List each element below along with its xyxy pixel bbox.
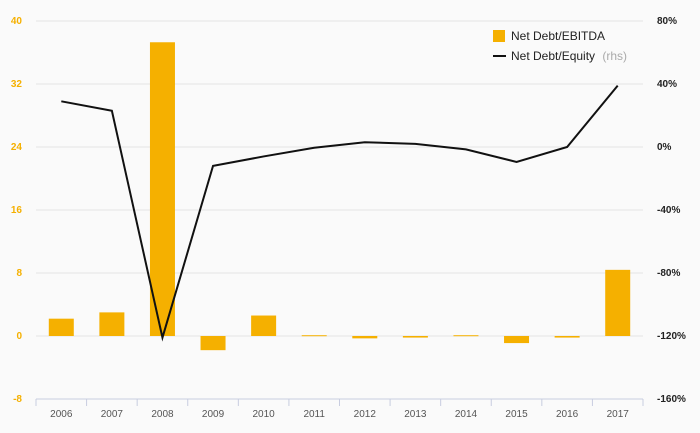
x-tick-label: 2008 bbox=[151, 409, 174, 420]
y-left-tick-label: -8 bbox=[13, 394, 22, 405]
x-tick-label: 2009 bbox=[202, 409, 225, 420]
bar bbox=[352, 336, 378, 339]
y-left-tick-label: 32 bbox=[11, 79, 23, 90]
bar bbox=[554, 336, 580, 338]
y-right-tick-label: 80% bbox=[657, 16, 677, 27]
axes: 40 32 24 16 8 0 -8 80% 40% 0% -40% -80% -120% -160% 20… bbox=[11, 16, 686, 420]
y-right-tick-label: 0% bbox=[657, 142, 672, 153]
y-left-tick-label: 8 bbox=[16, 268, 22, 279]
y-left-tick-label: 16 bbox=[11, 205, 23, 216]
legend-label-line-name: Net Debt/Equity bbox=[511, 49, 595, 63]
legend-label-bar: Net Debt/EBITDA bbox=[511, 29, 605, 43]
bar bbox=[99, 312, 125, 336]
bar bbox=[251, 315, 277, 336]
legend-label-line: Net Debt/Equity (rhs) bbox=[511, 49, 627, 63]
y-right-tick-label: -120% bbox=[657, 331, 686, 342]
x-tick-label: 2007 bbox=[101, 409, 124, 420]
bar bbox=[48, 318, 74, 336]
x-tick-label: 2015 bbox=[505, 409, 528, 420]
x-tick-label: 2011 bbox=[303, 409, 325, 420]
bar bbox=[402, 336, 428, 338]
legend-swatch-bar bbox=[493, 30, 505, 42]
x-tick-label: 2006 bbox=[50, 409, 73, 420]
x-tick-label: 2012 bbox=[354, 409, 377, 420]
x-tick-label: 2014 bbox=[455, 409, 478, 420]
legend-label-line-suffix: (rhs) bbox=[602, 49, 627, 63]
y-right-tick-label: -160% bbox=[657, 394, 686, 405]
bar bbox=[301, 335, 327, 337]
legend: Net Debt/EBITDA Net Debt/Equity (rhs) bbox=[493, 29, 627, 63]
x-tick-label: 2013 bbox=[404, 409, 427, 420]
y-right-tick-label: -40% bbox=[657, 205, 680, 216]
bar bbox=[453, 335, 479, 337]
line-series bbox=[61, 84, 619, 342]
y-right-tick-label: 40% bbox=[657, 79, 677, 90]
x-tick-label: 2017 bbox=[607, 409, 630, 420]
bar bbox=[504, 336, 530, 344]
x-tick-label: 2010 bbox=[253, 409, 276, 420]
bar bbox=[149, 42, 175, 336]
y-left-tick-label: 40 bbox=[11, 16, 23, 27]
x-tick-label: 2016 bbox=[556, 409, 579, 420]
bar-series bbox=[48, 42, 631, 351]
y-left-tick-label: 24 bbox=[11, 142, 23, 153]
bar bbox=[200, 336, 226, 351]
series-line bbox=[61, 84, 619, 342]
gridlines bbox=[36, 20, 643, 400]
y-left-tick-label: 0 bbox=[16, 331, 22, 342]
y-right-tick-label: -80% bbox=[657, 268, 680, 279]
bar bbox=[605, 269, 631, 336]
